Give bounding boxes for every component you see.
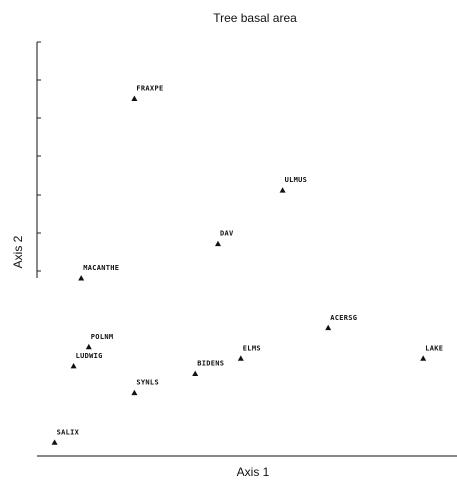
chart-title: Tree basal area bbox=[213, 11, 297, 25]
point-marker bbox=[85, 343, 92, 350]
point-label: DAV bbox=[220, 230, 234, 238]
point-marker bbox=[279, 187, 286, 193]
point-marker bbox=[70, 362, 77, 369]
point-marker bbox=[78, 275, 85, 281]
scatter-points: FRAXPE ULMUS DAV MACANTHE ACERSG ELMS LAKE BIDE… bbox=[51, 85, 443, 445]
point-marker bbox=[420, 355, 427, 361]
point-marker bbox=[51, 439, 58, 445]
point-label: POLNM bbox=[91, 333, 114, 341]
point-label: ULMUS bbox=[285, 176, 308, 184]
point-marker bbox=[215, 240, 221, 247]
point-marker bbox=[131, 95, 138, 101]
y-axis-ticks bbox=[37, 41, 41, 272]
point-marker bbox=[131, 389, 138, 396]
point-label: FRAXPE bbox=[136, 85, 163, 93]
point-label: BIDENS bbox=[197, 360, 224, 368]
x-axis-label: Axis 1 bbox=[237, 465, 270, 479]
point-label: LUDWIG bbox=[76, 352, 103, 360]
point-label: SALIX bbox=[57, 428, 80, 436]
point-marker bbox=[237, 355, 244, 361]
point-marker bbox=[325, 324, 332, 331]
point-label: MACANTHE bbox=[83, 264, 119, 272]
y-axis-label: Axis 2 bbox=[11, 235, 25, 268]
point-label: ACERSG bbox=[330, 314, 357, 322]
point-label: ELMS bbox=[243, 344, 261, 352]
point-marker bbox=[192, 370, 199, 376]
point-label: SYNLS bbox=[136, 379, 159, 387]
point-label: LAKE bbox=[425, 344, 443, 352]
